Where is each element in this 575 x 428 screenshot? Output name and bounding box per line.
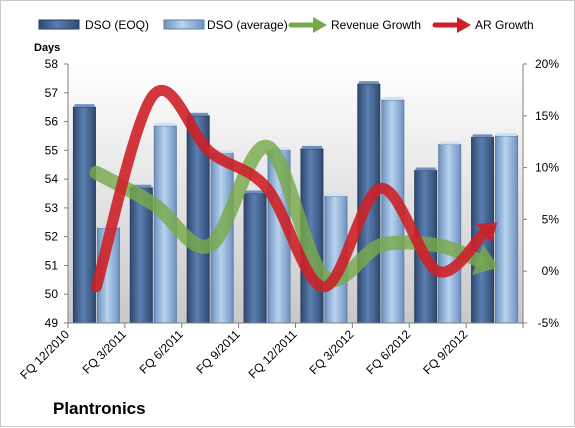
legend-label-1: DSO (average) bbox=[207, 18, 288, 32]
y-tick-label-8: 57 bbox=[45, 86, 59, 100]
bar-top-0-1 bbox=[131, 184, 152, 188]
x-tick-label-5: FQ 3/2012 bbox=[307, 327, 357, 377]
y-tick-label-0: 49 bbox=[45, 316, 59, 330]
x-tick-label-7: FQ 9/2012 bbox=[420, 327, 470, 377]
x-tick-label-2: FQ 6/2011 bbox=[137, 327, 187, 377]
y-tick-label-7: 56 bbox=[45, 115, 59, 129]
bar-dso-eoq-0 bbox=[72, 106, 96, 324]
y2-tick-label-4: 15% bbox=[535, 109, 559, 123]
bar-top-1-2 bbox=[212, 150, 233, 154]
legend-label-0: DSO (EOQ) bbox=[85, 18, 149, 32]
bar-top-0-2 bbox=[188, 112, 209, 116]
bar-top-0-5 bbox=[358, 81, 379, 85]
bar-top-0-6 bbox=[415, 167, 436, 171]
ar-growth-arrowhead bbox=[475, 222, 498, 244]
bar-top-1-4 bbox=[325, 193, 346, 197]
bar-top-0-3 bbox=[245, 190, 266, 194]
x-tick-label-1: FQ 3/2011 bbox=[80, 327, 130, 377]
y-tick-label-5: 54 bbox=[45, 172, 59, 186]
y-axis-title: Days bbox=[34, 42, 60, 54]
bar-top-1-6 bbox=[439, 141, 460, 145]
legend-arrow-icon-3 bbox=[457, 17, 471, 33]
bar-dso-average-7 bbox=[495, 135, 519, 324]
bar-dso-average-6 bbox=[438, 144, 462, 324]
x-tick-label-3: FQ 9/2011 bbox=[193, 327, 243, 377]
y2-tick-label-5: 20% bbox=[535, 57, 559, 71]
legend-arrow-icon-2 bbox=[313, 17, 327, 33]
legend-label-3: AR Growth bbox=[475, 18, 534, 32]
y2-tick-label-2: 5% bbox=[542, 212, 560, 226]
y-tick-label-6: 55 bbox=[45, 143, 59, 157]
y-tick-label-2: 51 bbox=[45, 258, 59, 272]
company-name: Plantronics bbox=[53, 399, 146, 418]
legend-label-2: Revenue Growth bbox=[331, 18, 421, 32]
x-tick-label-4: FQ 12/2011 bbox=[246, 327, 300, 381]
bar-top-1-5 bbox=[382, 96, 403, 100]
bar-top-1-1 bbox=[155, 122, 176, 126]
ar-growth-line bbox=[90, 85, 490, 293]
legend-item-3: AR Growth bbox=[432, 17, 534, 33]
y-tick-label-9: 58 bbox=[45, 57, 59, 71]
bar-top-1-7 bbox=[496, 132, 517, 136]
bar-top-0-0 bbox=[74, 104, 95, 108]
x-tick-label-0: FQ 12/2010 bbox=[17, 327, 72, 382]
y2-tick-label-1: 0% bbox=[542, 264, 560, 278]
y-tick-label-3: 52 bbox=[45, 230, 59, 244]
y-tick-label-1: 50 bbox=[45, 287, 59, 301]
y2-tick-label-0: -5% bbox=[538, 316, 560, 330]
legend-item-2: Revenue Growth bbox=[288, 17, 421, 33]
y-tick-label-4: 53 bbox=[45, 201, 59, 215]
bar-dso-eoq-3 bbox=[243, 193, 267, 324]
legend-swatch-0 bbox=[38, 19, 80, 30]
x-tick-label-6: FQ 6/2012 bbox=[363, 327, 413, 377]
revenue-growth-arrowhead bbox=[472, 244, 499, 276]
legend-item-0: DSO (EOQ) bbox=[38, 18, 149, 32]
legend-swatch-1 bbox=[163, 19, 205, 30]
bar-top-0-4 bbox=[301, 145, 322, 149]
legend-item-1: DSO (average) bbox=[163, 18, 288, 32]
bar-top-0-7 bbox=[472, 134, 493, 138]
y2-tick-label-3: 10% bbox=[535, 161, 559, 175]
